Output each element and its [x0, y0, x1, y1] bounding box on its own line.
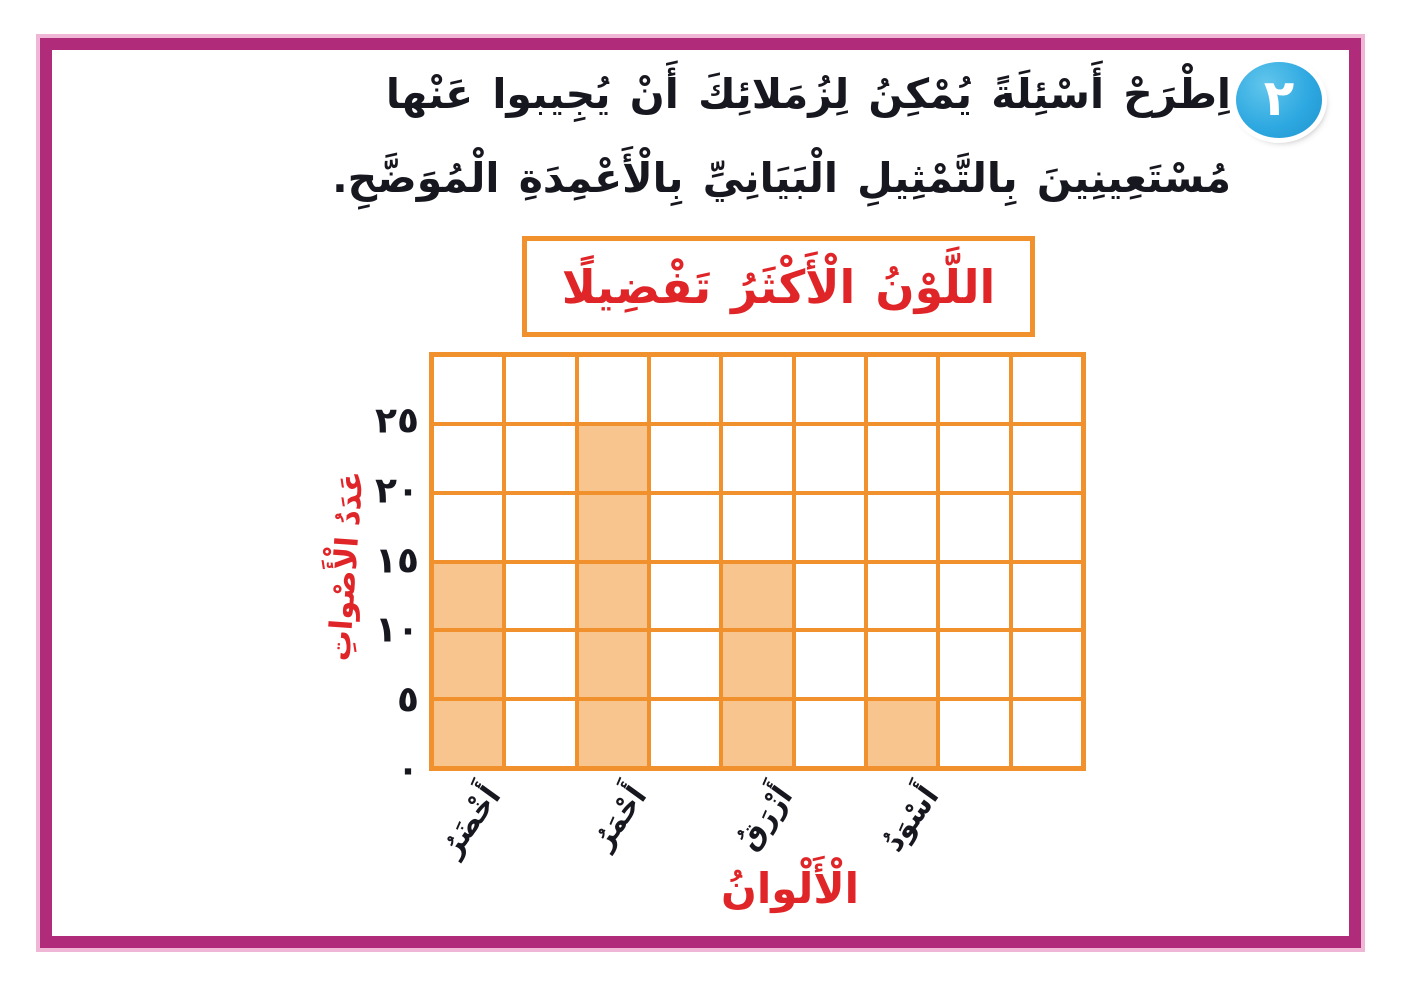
grid-cell — [504, 492, 577, 562]
grid-cell — [793, 355, 866, 424]
y-tick-label: ٠ — [397, 749, 419, 791]
bar-cell — [432, 630, 505, 700]
x-axis-title: الْأَلْوانُ — [720, 864, 860, 913]
grid-cell — [866, 492, 939, 562]
y-tick-label: ١٠ — [375, 609, 419, 651]
grid-cell — [1010, 492, 1083, 562]
grid-cell — [649, 355, 722, 424]
grid-cell — [866, 423, 939, 493]
chart-title: اللَّوْنُ الْأَكْثَرُ تَفْضِيلًا — [561, 259, 996, 314]
chart-title-box: اللَّوْنُ الْأَكْثَرُ تَفْضِيلًا — [522, 236, 1035, 337]
grid-cell — [1010, 355, 1083, 424]
y-tick-label: ٢٠ — [375, 469, 419, 511]
grid-cell — [576, 355, 649, 424]
bar-cell — [576, 423, 649, 493]
bar-cell — [576, 561, 649, 631]
grid-cell — [938, 699, 1011, 768]
bar-cell — [432, 699, 505, 768]
grid-cell — [1010, 561, 1083, 631]
grid-cell — [649, 423, 722, 493]
grid-cell — [504, 423, 577, 493]
grid-cell — [793, 630, 866, 700]
grid-cell — [504, 699, 577, 768]
instruction-line-1: اِطْرَحْ أَسْئِلَةً يُمْكِنُ لِزُمَلائِك… — [385, 70, 1231, 118]
grid-cell — [432, 423, 505, 493]
grid-cell — [721, 423, 794, 493]
bar-cell — [721, 561, 794, 631]
grid-cell — [938, 423, 1011, 493]
grid-cell — [938, 355, 1011, 424]
grid-cell — [649, 561, 722, 631]
grid-cell — [432, 355, 505, 424]
grid-cell — [504, 630, 577, 700]
bar-chart-grid — [429, 352, 1086, 771]
instruction-line-2: مُسْتَعِينِينَ بِالتَّمْثِيلِ الْبَيَانِ… — [332, 154, 1231, 202]
grid-cell — [432, 492, 505, 562]
grid-cell — [649, 699, 722, 768]
bar-cell — [576, 699, 649, 768]
grid-cell — [866, 630, 939, 700]
grid-cell — [649, 492, 722, 562]
bar-cell — [721, 630, 794, 700]
grid-cell — [721, 355, 794, 424]
bar-cell — [721, 699, 794, 768]
y-tick-label: ٥ — [397, 679, 419, 721]
grid-cell — [1010, 699, 1083, 768]
bar-cell — [576, 492, 649, 562]
grid-cell — [793, 561, 866, 631]
grid-cell — [504, 355, 577, 424]
grid-cell — [866, 355, 939, 424]
grid-cell — [938, 561, 1011, 631]
page-frame-border — [40, 38, 1361, 948]
question-number-badge: ٢ — [1236, 62, 1322, 138]
grid-cell — [1010, 423, 1083, 493]
bar-cell — [576, 630, 649, 700]
bar-cell — [866, 699, 939, 768]
y-tick-label: ١٥ — [375, 539, 419, 581]
grid-cell — [938, 492, 1011, 562]
grid-cell — [793, 423, 866, 493]
grid-cell — [938, 630, 1011, 700]
bar-cell — [432, 561, 505, 631]
grid-cell — [866, 561, 939, 631]
question-number: ٢ — [1263, 69, 1295, 127]
y-tick-label: ٢٥ — [375, 400, 419, 442]
grid-cell — [721, 492, 794, 562]
grid-cell — [1010, 630, 1083, 700]
grid-cell — [504, 561, 577, 631]
grid-cell — [649, 630, 722, 700]
grid-cell — [793, 492, 866, 562]
grid-cell — [793, 699, 866, 768]
